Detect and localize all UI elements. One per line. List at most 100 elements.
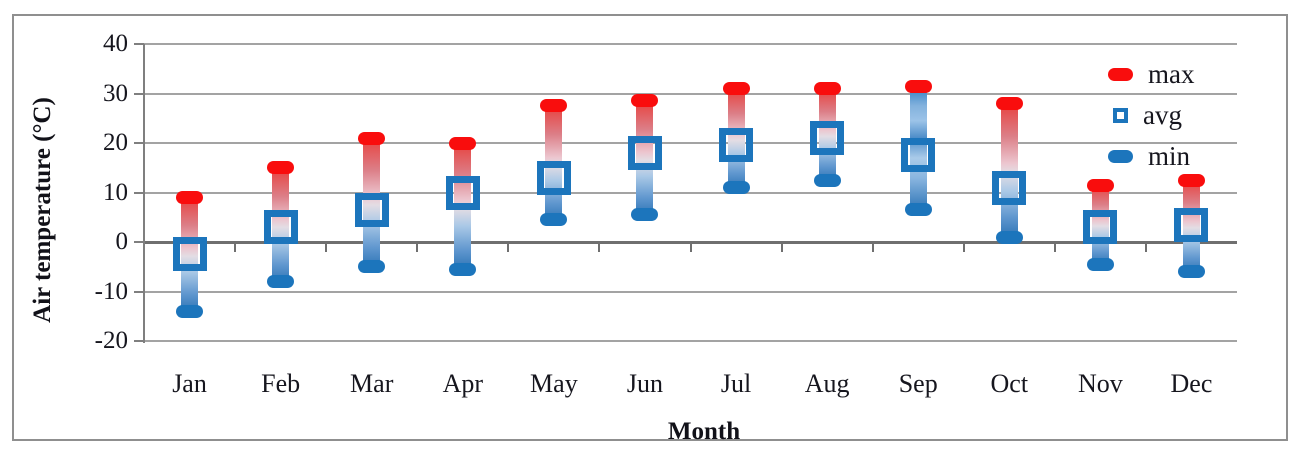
max-marker-may (540, 99, 568, 113)
category-tick (234, 244, 237, 252)
y-tick-label: 0 (115, 228, 129, 255)
temp-range-bar-mar (363, 138, 381, 267)
avg-marker-mar (354, 192, 389, 227)
category-tick (689, 244, 692, 252)
max-marker-jul (722, 82, 750, 96)
category-tick (1144, 244, 1147, 252)
min-marker-oct (995, 230, 1023, 244)
chart-frame: Air temperature (°C) Month (12, 14, 1288, 445)
y-tick-label: 30 (103, 79, 128, 107)
temp-range-bar-jan (181, 197, 199, 312)
gridline (144, 340, 1237, 342)
legend-item-avg: avg (1108, 100, 1182, 130)
temp-range-bar-dec (1182, 180, 1200, 272)
y-axis-tick (134, 191, 144, 194)
min-marker-apr (449, 262, 477, 276)
min-marker-feb (267, 275, 295, 289)
max-marker-aug (813, 82, 841, 96)
gridline (144, 290, 1237, 293)
x-tick-label-oct: Oct (990, 369, 1029, 398)
zero-gridline (144, 240, 1237, 244)
avg-marker-sep (901, 138, 936, 173)
temp-range-bar-nov (1091, 185, 1109, 265)
y-axis-tick (134, 92, 144, 95)
temp-range-bar-aug (818, 88, 836, 181)
avg-marker-jul (719, 128, 754, 163)
min-marker-nov (1086, 257, 1114, 271)
x-tick-label-dec: Dec (1170, 369, 1213, 398)
min-marker-jan (176, 304, 204, 318)
y-axis-tick (134, 241, 144, 243)
category-tick (1053, 244, 1056, 252)
avg-marker-feb (263, 210, 298, 245)
legend-item-min: min (1108, 141, 1190, 171)
min-marker-jul (722, 181, 750, 195)
x-tick-label-nov: Nov (1077, 369, 1123, 398)
legend-label-min: min (1148, 141, 1191, 171)
max-marker-feb (267, 161, 295, 175)
y-axis-tick (134, 290, 144, 293)
avg-marker-apr (445, 175, 480, 210)
y-tick-label: -10 (94, 277, 128, 305)
max-marker-nov (1086, 178, 1114, 192)
avg-marker-aug (810, 121, 845, 156)
category-tick (871, 244, 874, 252)
avg-marker-may (536, 160, 571, 195)
max-marker-sep (904, 79, 932, 93)
x-tick-label-feb: Feb (261, 369, 301, 398)
y-tick-label: 40 (103, 30, 128, 57)
x-axis-title: Month (667, 418, 741, 445)
temp-range-bar-jun (636, 100, 654, 215)
y-tick-label: 10 (103, 178, 128, 206)
legend-marker-avg-icon (1113, 107, 1128, 123)
min-marker-may (540, 213, 568, 227)
y-tick-label: -20 (94, 327, 128, 354)
y-axis-tick (134, 340, 144, 342)
min-marker-sep (904, 203, 932, 217)
category-tick (416, 244, 419, 252)
max-marker-apr (449, 136, 477, 150)
legend-label-avg: avg (1143, 100, 1182, 130)
gridline (144, 92, 1237, 95)
gridline (144, 191, 1237, 194)
max-marker-dec (1177, 173, 1205, 187)
x-tick-label-jul: Jul (720, 369, 752, 398)
category-tick (780, 244, 783, 252)
category-tick (507, 244, 510, 252)
max-marker-oct (995, 96, 1023, 110)
y-axis-line (143, 44, 145, 343)
min-marker-jun (631, 208, 659, 222)
avg-marker-jan (172, 237, 207, 272)
temp-range-bar-feb (272, 167, 290, 282)
avg-marker-dec (1174, 207, 1209, 242)
gridline (144, 43, 1237, 45)
min-marker-mar (358, 260, 386, 274)
avg-marker-nov (1083, 210, 1118, 245)
min-marker-aug (813, 173, 841, 187)
y-axis-tick (134, 43, 144, 45)
y-tick-label: 20 (103, 129, 128, 156)
x-tick-label-mar: Mar (350, 369, 394, 398)
x-tick-label-jan: Jan (172, 369, 207, 398)
legend-label-max: max (1148, 59, 1195, 89)
max-marker-mar (358, 131, 386, 145)
y-axis-title: Air temperature (°C) (29, 97, 56, 323)
x-tick-label-may: May (530, 369, 578, 398)
max-marker-jan (176, 190, 204, 204)
x-tick-label-jun: Jun (626, 369, 664, 398)
legend-marker-min-icon (1108, 149, 1133, 163)
category-tick (598, 244, 601, 252)
avg-marker-oct (992, 170, 1027, 205)
x-tick-label-apr: Apr (442, 369, 483, 398)
x-tick-label-sep: Sep (898, 369, 938, 398)
legend-item-max: max (1108, 59, 1195, 89)
legend-marker-max-icon (1108, 67, 1133, 81)
category-tick (325, 244, 328, 252)
avg-marker-jun (627, 135, 662, 170)
gridline (144, 142, 1237, 144)
category-tick (962, 244, 965, 252)
temp-range-bar-sep (909, 86, 927, 210)
x-tick-label-aug: Aug (804, 369, 850, 398)
temp-range-bar-jul (727, 88, 745, 188)
